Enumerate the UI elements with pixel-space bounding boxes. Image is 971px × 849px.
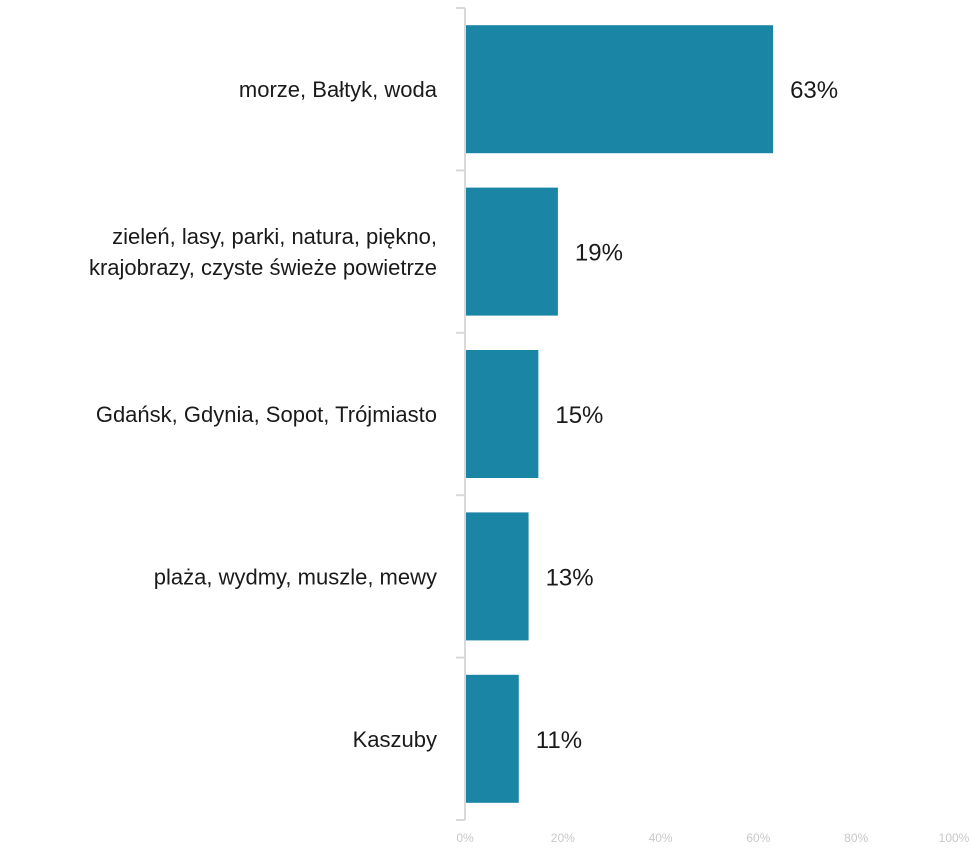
- x-tick-label: 40%: [649, 831, 673, 845]
- x-tick-label: 20%: [551, 831, 575, 845]
- x-tick-label: 100%: [939, 831, 970, 845]
- category-label: Gdańsk, Gdynia, Sopot, Trójmiasto: [96, 402, 437, 427]
- x-tick-label: 0%: [456, 831, 474, 845]
- data-label: 19%: [575, 240, 623, 267]
- category-label-line: zieleń, lasy, parki, natura, piękno,: [112, 224, 437, 249]
- category-label-line: Kaszuby: [353, 727, 437, 752]
- category-label-line: Gdańsk, Gdynia, Sopot, Trójmiasto: [96, 402, 437, 427]
- category-label: morze, Bałtyk, woda: [239, 77, 438, 102]
- bar-layer: [466, 25, 774, 803]
- data-label: 15%: [555, 402, 603, 429]
- data-label: 63%: [790, 77, 838, 104]
- axis-layer: 0% 20% 40% 60% 80% 100%: [456, 7, 970, 845]
- bar: [466, 512, 529, 641]
- bar: [466, 674, 519, 803]
- bar: [466, 350, 539, 478]
- data-label: 13%: [546, 564, 594, 591]
- category-label-line: morze, Bałtyk, woda: [239, 77, 438, 102]
- bar: [466, 187, 558, 316]
- bar: [466, 25, 774, 154]
- category-label: zieleń, lasy, parki, natura, piękno, kraj…: [89, 224, 437, 280]
- category-label-line: krajobrazy, czyste świeże powietrze: [89, 255, 437, 280]
- label-layer: 63% morze, Bałtyk, woda 19% zieleń, lasy, p…: [89, 77, 838, 754]
- x-tick-label: 80%: [844, 831, 868, 845]
- category-label: Kaszuby: [353, 727, 437, 752]
- category-label-line: plaża, wydmy, muszle, mewy: [154, 564, 437, 589]
- category-label: plaża, wydmy, muszle, mewy: [154, 564, 437, 589]
- x-tick-label: 60%: [746, 831, 770, 845]
- data-label: 11%: [536, 727, 582, 754]
